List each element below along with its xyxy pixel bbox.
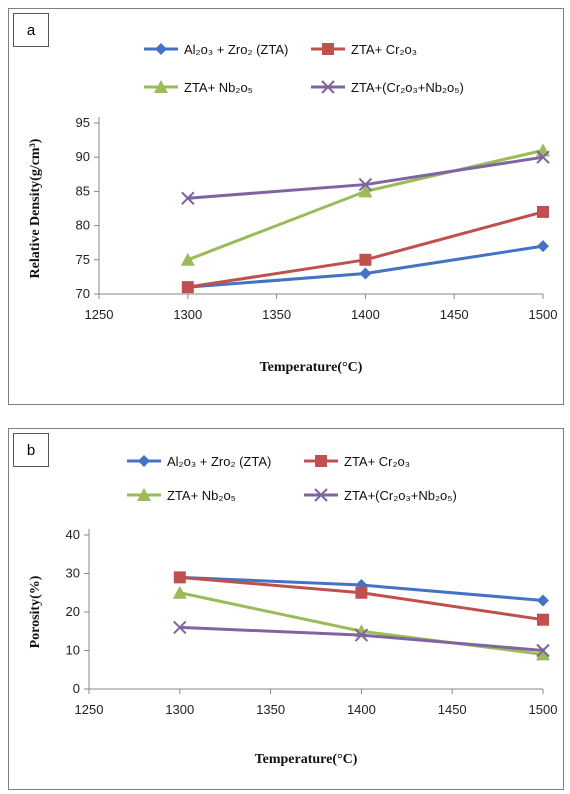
data-point [536,143,550,157]
x-axis-title: Temperature(°C) [255,752,358,767]
x-tick-label: 1300 [173,307,202,322]
y-tick-label: 70 [76,286,90,301]
legend-label: ZTA+ Nb₂o₅ [167,488,236,503]
y-tick-label: 20 [66,604,80,619]
legend-item: ZTA+(Cr₂o₃+Nb₂o₅) [311,80,464,95]
data-point [181,191,195,205]
x-tick-label: 1250 [75,702,104,717]
legend-item: ZTA+ Cr₂o₃ [304,454,410,469]
x-tick-label: 1450 [440,307,469,322]
y-axis-title: Relative Density(g/cm³) [28,138,43,278]
y-tick-label: 30 [66,566,80,581]
data-point [537,240,549,253]
series-line [187,244,544,289]
data-point [537,594,549,607]
data-point [536,647,550,661]
marker-stroke [536,150,550,164]
marker-stroke [358,177,373,192]
x-tick-label: 1400 [351,307,380,322]
y-tick-label: 90 [76,149,90,164]
data-point [359,253,372,266]
data-point [355,586,368,599]
data-point [358,184,373,198]
y-tick-label: 95 [76,115,90,130]
legend-marker [322,43,334,55]
x-tick-label: 1500 [529,702,558,717]
x-tick-label: 1300 [165,702,194,717]
legend-marker [138,455,150,467]
panel-label: b [13,433,49,467]
legend-label: ZTA+ Nb₂o₅ [184,80,253,95]
legend-item: ZTA+ Nb₂o₅ [144,80,253,95]
data-point [536,643,550,658]
legend-marker [137,488,151,501]
legend-label: ZTA+ Cr₂o₃ [351,42,417,57]
y-tick-label: 75 [76,252,90,267]
data-point [173,571,186,584]
y-axis-title: Porosity(%) [28,575,43,648]
legend-label: Al₂o₃ + Zro₂ (ZTA) [184,42,288,57]
legend-marker [154,80,168,93]
legend-label: ZTA+(Cr₂o₃+Nb₂o₅) [344,488,457,503]
data-point [359,267,372,280]
marker-stroke [321,80,335,94]
x-tick-label: 1400 [347,702,376,717]
x-tick-label: 1350 [262,307,291,322]
data-point [358,177,373,192]
chart-a-svg: 70 75 80 85 90 95 1250 1300 1350 1400 1450 1500 Temp… [28,42,558,375]
legend-marker [314,488,328,502]
data-point [173,620,187,635]
legend-marker [315,455,327,467]
y-tick-label: 0 [73,681,80,696]
marker-stroke [314,488,328,502]
legend-marker [321,80,335,94]
chart-panel-b: b 0 10 20 30 40 1250 1300 1350 1400 1450 1500 Tempe… [8,428,564,790]
panel-label: a [13,13,49,47]
legend-item: Al₂o₃ + Zro₂ (ZTA) [127,454,271,469]
legend-item: ZTA+(Cr₂o₃+Nb₂o₅) [304,488,457,503]
legend-item: Al₂o₃ + Zro₂ (ZTA) [144,42,288,57]
x-tick-label: 1450 [438,702,467,717]
legend-marker [155,43,167,55]
legend-item: ZTA+ Nb₂o₅ [127,488,236,503]
data-point [537,613,549,626]
x-axis-title: Temperature(°C) [260,360,363,375]
data-point [354,628,369,642]
x-tick-label: 1250 [85,307,114,322]
legend-label: ZTA+ Cr₂o₃ [344,454,410,469]
y-tick-label: 85 [76,183,90,198]
data-point [180,252,195,266]
y-tick-label: 10 [66,643,80,658]
y-tick-label: 40 [66,527,80,542]
chart-panel-a: a 70 75 80 85 90 95 1250 1300 1350 1400 1450 1500 Te… [8,8,564,405]
marker-stroke [536,643,550,658]
legend-label: Al₂o₃ + Zro₂ (ZTA) [167,454,271,469]
y-tick-label: 80 [76,218,90,233]
chart-b-svg: 0 10 20 30 40 1250 1300 1350 1400 1450 1500 Tempera… [28,454,558,767]
data-point [172,585,187,599]
data-point [537,205,549,218]
x-tick-label: 1500 [529,307,558,322]
data-point [181,281,194,294]
legend-item: ZTA+ Cr₂o₃ [311,42,417,57]
marker-stroke [354,628,369,642]
marker-stroke [173,620,187,635]
legend-label: ZTA+(Cr₂o₃+Nb₂o₅) [351,80,464,95]
marker-stroke [181,191,195,205]
x-tick-label: 1350 [256,702,285,717]
data-point [536,150,550,164]
